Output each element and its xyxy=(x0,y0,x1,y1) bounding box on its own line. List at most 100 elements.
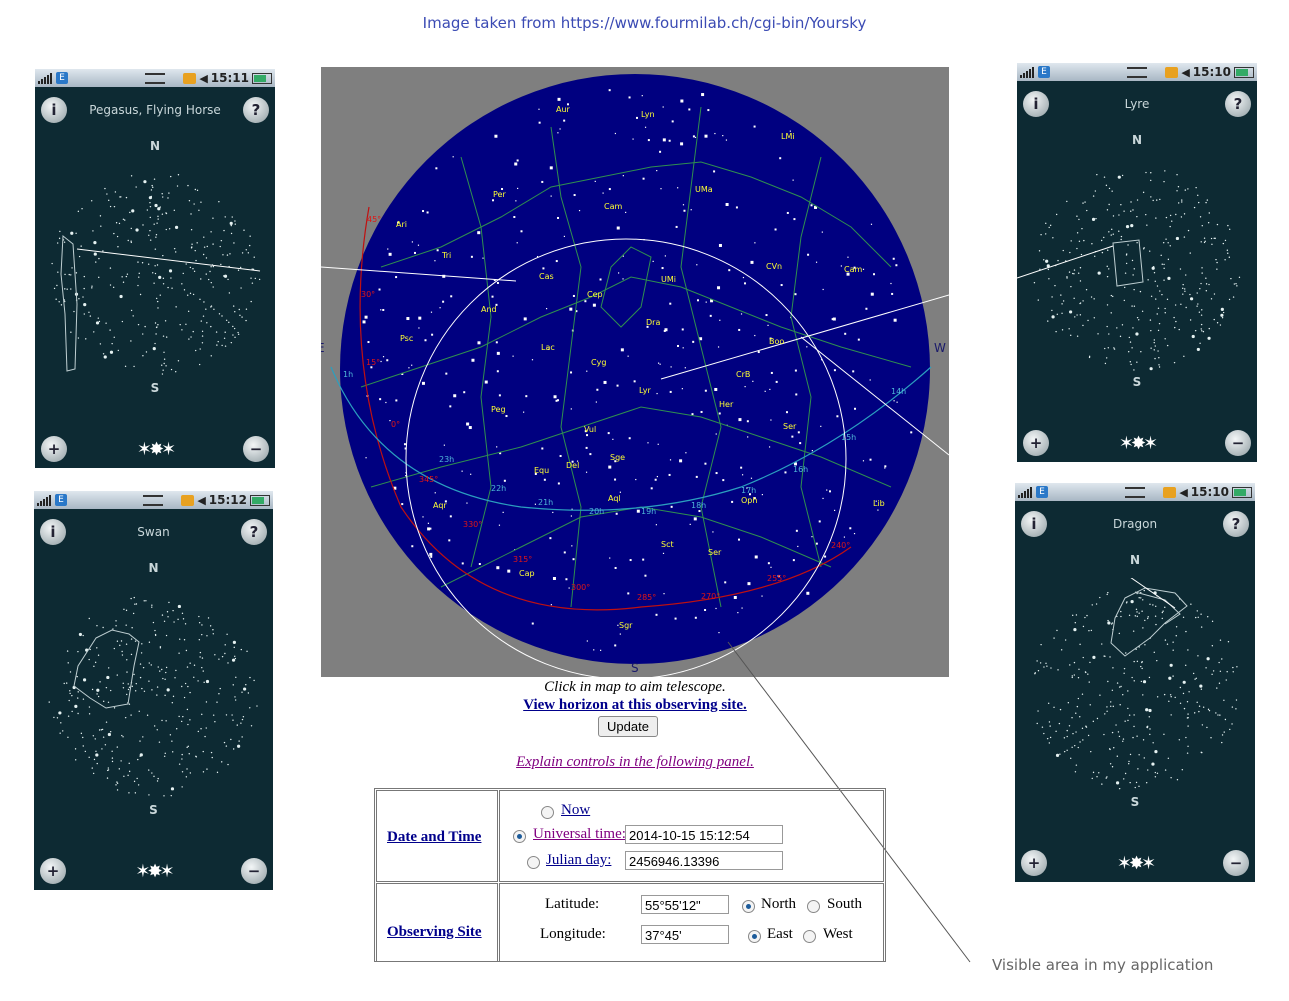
observing-site-header[interactable]: Observing Site xyxy=(387,924,482,940)
now-radio[interactable] xyxy=(541,806,554,819)
star xyxy=(1212,670,1215,672)
longitude-west-radio[interactable] xyxy=(803,930,816,943)
star xyxy=(138,710,140,713)
star xyxy=(109,350,114,354)
zoom-in-button[interactable]: + xyxy=(41,436,67,462)
star xyxy=(133,596,135,599)
zoom-out-button[interactable]: − xyxy=(241,858,267,884)
menu-icon[interactable] xyxy=(1125,486,1146,498)
speaker-icon: ◀ xyxy=(1179,485,1188,499)
star xyxy=(155,326,158,329)
star xyxy=(1180,303,1182,305)
menu-icon[interactable] xyxy=(143,494,164,506)
star xyxy=(181,786,183,788)
julian-day-input[interactable]: 2456946.13396 xyxy=(625,851,783,870)
star xyxy=(195,755,197,758)
help-button[interactable]: ? xyxy=(241,519,267,545)
info-button[interactable]: i xyxy=(41,97,67,123)
star xyxy=(251,282,254,284)
star xyxy=(1107,680,1109,683)
star xyxy=(202,771,205,773)
sky-disc[interactable] xyxy=(340,74,930,664)
star xyxy=(83,287,85,290)
star xyxy=(112,286,115,289)
universal-time-radio[interactable] xyxy=(513,830,526,843)
stars-icon[interactable]: ✶✸✶ xyxy=(1116,853,1156,874)
star xyxy=(1201,724,1204,726)
star xyxy=(1149,603,1151,605)
zoom-out-button[interactable]: − xyxy=(243,436,269,462)
star xyxy=(677,187,679,189)
star xyxy=(655,524,657,526)
stars-icon[interactable]: ✶✸✶ xyxy=(135,861,174,882)
star xyxy=(168,601,170,604)
latitude-south-radio[interactable] xyxy=(807,900,820,913)
compass-south: S xyxy=(631,661,639,675)
zoom-in-button[interactable]: + xyxy=(1023,430,1049,456)
menu-icon[interactable] xyxy=(1127,66,1148,78)
universal-time-link[interactable]: Universal time: xyxy=(533,826,626,842)
star xyxy=(1121,174,1124,177)
latitude-input[interactable]: 55°55'12" xyxy=(641,895,729,914)
star xyxy=(498,394,501,397)
update-button[interactable]: Update xyxy=(598,716,658,737)
explain-controls-link[interactable]: Explain controls in the following panel. xyxy=(516,754,754,770)
star xyxy=(184,682,187,685)
star xyxy=(1090,750,1092,753)
help-button[interactable]: ? xyxy=(243,97,269,123)
star xyxy=(1224,239,1227,242)
star xyxy=(1198,705,1201,707)
star xyxy=(1034,672,1036,675)
info-button[interactable]: i xyxy=(40,519,66,545)
star xyxy=(88,617,90,620)
star xyxy=(683,209,686,212)
star xyxy=(496,351,500,355)
stars-icon[interactable]: ✶✸✶ xyxy=(1118,433,1158,454)
star xyxy=(1040,233,1042,236)
menu-icon[interactable] xyxy=(145,72,166,84)
zoom-in-button[interactable]: + xyxy=(1021,850,1047,876)
star xyxy=(1100,239,1103,242)
star xyxy=(1154,357,1156,360)
zoom-in-button[interactable]: + xyxy=(40,858,66,884)
star-field[interactable] xyxy=(34,586,273,806)
star xyxy=(161,373,164,375)
star xyxy=(96,625,98,627)
star-field[interactable] xyxy=(35,164,275,384)
star xyxy=(1096,173,1098,176)
latitude-north-radio[interactable] xyxy=(742,900,755,913)
star xyxy=(534,503,537,505)
star xyxy=(254,277,257,280)
julian-day-link[interactable]: Julian day: xyxy=(546,852,612,868)
star xyxy=(1202,330,1205,333)
zoom-out-button[interactable]: − xyxy=(1225,430,1251,456)
view-horizon-link[interactable]: View horizon at this observing site. xyxy=(523,697,747,713)
star-field[interactable] xyxy=(1017,158,1257,378)
info-button[interactable]: i xyxy=(1023,91,1049,117)
date-time-header[interactable]: Date and Time xyxy=(387,829,482,845)
stars-icon[interactable]: ✶✸✶ xyxy=(136,439,176,460)
sky-map[interactable]: Aur Lyn LMi Per UMa Cam Ari Tri Cas CVn Cam Cep UMi A… xyxy=(321,67,949,677)
longitude-east-radio[interactable] xyxy=(748,930,761,943)
star xyxy=(1233,283,1236,285)
star xyxy=(1216,687,1218,689)
help-button[interactable]: ? xyxy=(1225,91,1251,117)
now-link[interactable]: Now xyxy=(561,802,591,818)
zoom-out-button[interactable]: − xyxy=(1223,850,1249,876)
star-field[interactable] xyxy=(1015,578,1255,798)
longitude-input[interactable]: 37°45' xyxy=(641,925,729,944)
universal-time-input[interactable]: 2014-10-15 15:12:54 xyxy=(625,825,783,844)
star xyxy=(124,219,126,221)
star xyxy=(585,446,588,449)
star xyxy=(1095,603,1098,605)
julian-day-radio[interactable] xyxy=(527,856,540,869)
constellation-label: Del xyxy=(566,461,579,470)
star xyxy=(206,635,208,637)
star xyxy=(1071,746,1073,748)
star xyxy=(675,225,678,228)
info-button[interactable]: i xyxy=(1021,511,1047,537)
help-button[interactable]: ? xyxy=(1223,511,1249,537)
star xyxy=(157,324,159,326)
